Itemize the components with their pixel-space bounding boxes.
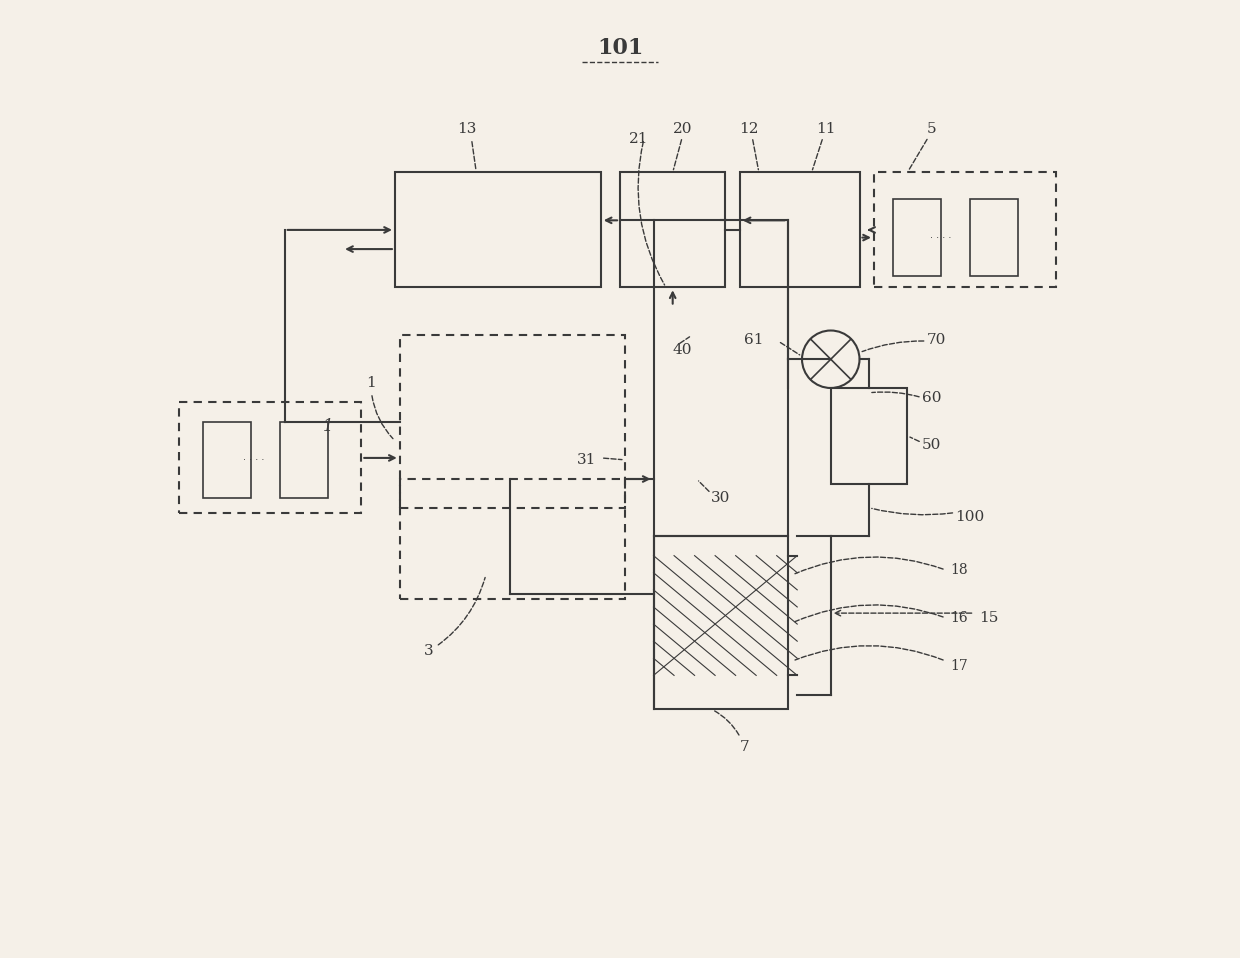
Text: · · · ·: · · · · (930, 233, 951, 242)
Text: 11: 11 (816, 123, 836, 136)
Bar (740, 172, 859, 287)
Text: 61: 61 (744, 333, 764, 347)
Text: 15: 15 (980, 611, 998, 625)
Bar (831, 388, 908, 484)
Bar (399, 479, 625, 599)
Text: 5: 5 (926, 123, 936, 136)
Text: 3: 3 (424, 578, 485, 658)
Text: 70: 70 (926, 333, 946, 347)
Bar (399, 335, 625, 508)
Text: 40: 40 (672, 343, 692, 356)
Text: 31: 31 (577, 453, 596, 467)
Bar (653, 536, 787, 709)
Text: 50: 50 (921, 439, 941, 452)
Text: 101: 101 (596, 37, 644, 58)
Bar (893, 199, 941, 276)
Text: 20: 20 (672, 123, 692, 136)
Bar (874, 172, 1056, 287)
Bar (620, 172, 725, 287)
Text: 18: 18 (951, 563, 968, 577)
Text: · · · ·: · · · · (243, 455, 264, 465)
Text: 7: 7 (713, 710, 749, 754)
Text: 16: 16 (951, 611, 968, 625)
Bar (280, 422, 327, 498)
Text: 17: 17 (951, 659, 968, 673)
Bar (203, 422, 252, 498)
Text: 30: 30 (711, 491, 730, 505)
Text: 13: 13 (458, 123, 476, 136)
Bar (394, 172, 601, 287)
Text: 100: 100 (955, 511, 985, 524)
Text: 1: 1 (366, 376, 393, 439)
Bar (180, 402, 361, 513)
Text: 21: 21 (630, 132, 649, 146)
Text: 60: 60 (921, 391, 941, 404)
Text: 12: 12 (739, 123, 759, 136)
Bar (970, 199, 1018, 276)
Text: 1: 1 (322, 418, 334, 435)
Bar (653, 220, 787, 536)
